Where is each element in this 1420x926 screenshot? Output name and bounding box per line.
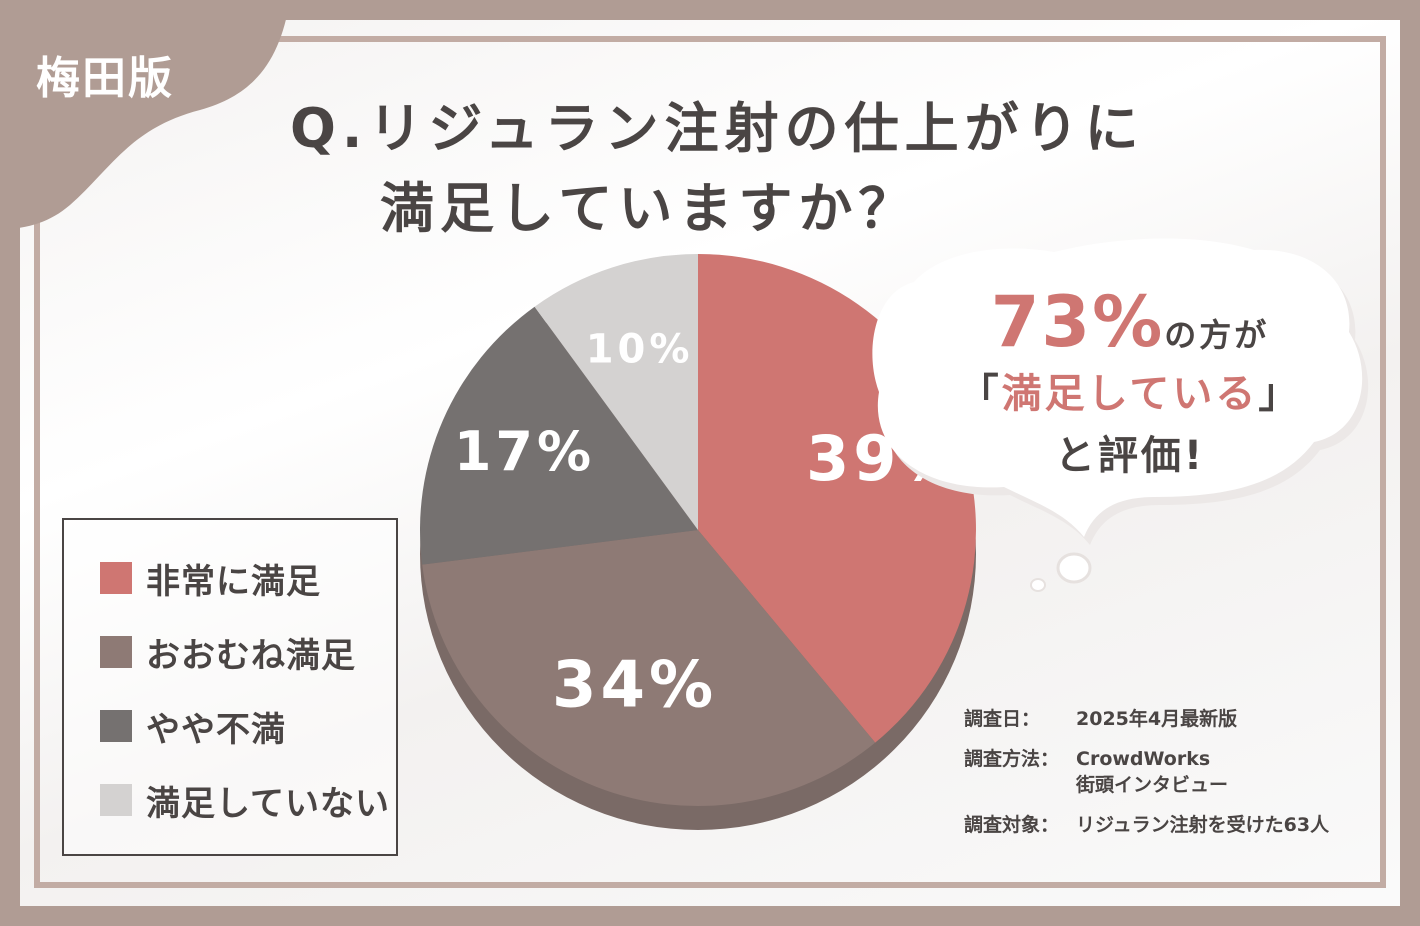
note-key: 調査方法： bbox=[964, 748, 1060, 770]
legend-item-very-satisfied: 非常に満足 bbox=[100, 558, 321, 602]
note-key: 調査日： bbox=[964, 708, 1041, 730]
legend-label: 非常に満足 bbox=[146, 561, 321, 602]
legend-swatch bbox=[100, 784, 132, 816]
region-badge: 梅田版 bbox=[36, 53, 174, 104]
legend-label: やや不満 bbox=[146, 709, 286, 750]
legend-item-mostly-satisfied: おおむね満足 bbox=[100, 632, 356, 676]
legend-swatch bbox=[100, 636, 132, 668]
bubble-line-2: 「満足している」 bbox=[940, 364, 1320, 424]
pie-slice bbox=[534, 254, 698, 530]
bubble-line-1: 73%の方が bbox=[940, 280, 1320, 364]
bubble-line1-text: の方が bbox=[1164, 316, 1270, 354]
bubble-highlight-percent: 73% bbox=[990, 281, 1165, 363]
thought-dot-large bbox=[1056, 552, 1092, 584]
legend-label: 満足していない bbox=[146, 783, 390, 824]
note-key: 調査対象： bbox=[964, 814, 1060, 836]
card-border bbox=[34, 36, 1386, 888]
pie-slice-label: 10% bbox=[586, 327, 694, 373]
pie-slice-label: 17% bbox=[454, 420, 595, 483]
bubble-bracket-open: 「 bbox=[958, 371, 1002, 417]
thought-dot-small bbox=[1030, 578, 1046, 592]
note-survey-date: 調査日： 2025年4月最新版 bbox=[964, 704, 1237, 731]
pie-slices-layer bbox=[420, 254, 977, 807]
note-survey-method-2: 街頭インタビュー bbox=[964, 770, 1228, 797]
pie-slice bbox=[420, 306, 698, 565]
bubble-line-3: と評価! bbox=[1054, 433, 1206, 479]
pie-slice-label: 34% bbox=[552, 649, 717, 723]
bubble-callout: 73%の方が 「満足している」 と評価! bbox=[940, 280, 1320, 488]
bubble-accent-text: 満足している bbox=[1001, 371, 1259, 417]
note-value: リジュラン注射を受けた63人 bbox=[1076, 814, 1330, 836]
thought-bubble bbox=[872, 238, 1369, 592]
note-value: CrowdWorks bbox=[1076, 748, 1211, 770]
note-survey-target: 調査対象： リジュラン注射を受けた63人 bbox=[964, 810, 1329, 837]
legend-swatch bbox=[100, 562, 132, 594]
question-title-line2: 満足していますか？ bbox=[380, 177, 919, 240]
chart-legend: 非常に満足 おおむね満足 やや不満 満足していない bbox=[62, 518, 398, 856]
legend-label: おおむね満足 bbox=[146, 635, 356, 676]
corner-badge-shape bbox=[0, 0, 290, 230]
note-value: 2025年4月最新版 bbox=[1076, 708, 1238, 730]
note-value: 街頭インタビュー bbox=[1076, 774, 1229, 796]
legend-item-not-satisfied: 満足していない bbox=[100, 780, 390, 824]
pie-slice bbox=[422, 530, 876, 807]
note-survey-method: 調査方法： CrowdWorks bbox=[964, 744, 1210, 771]
legend-swatch bbox=[100, 710, 132, 742]
question-title-line1: Q.リジュラン注射の仕上がりに bbox=[290, 97, 1145, 160]
legend-item-slightly-dissatisfied: やや不満 bbox=[100, 706, 286, 750]
bubble-bracket-close: 」 bbox=[1258, 371, 1302, 417]
